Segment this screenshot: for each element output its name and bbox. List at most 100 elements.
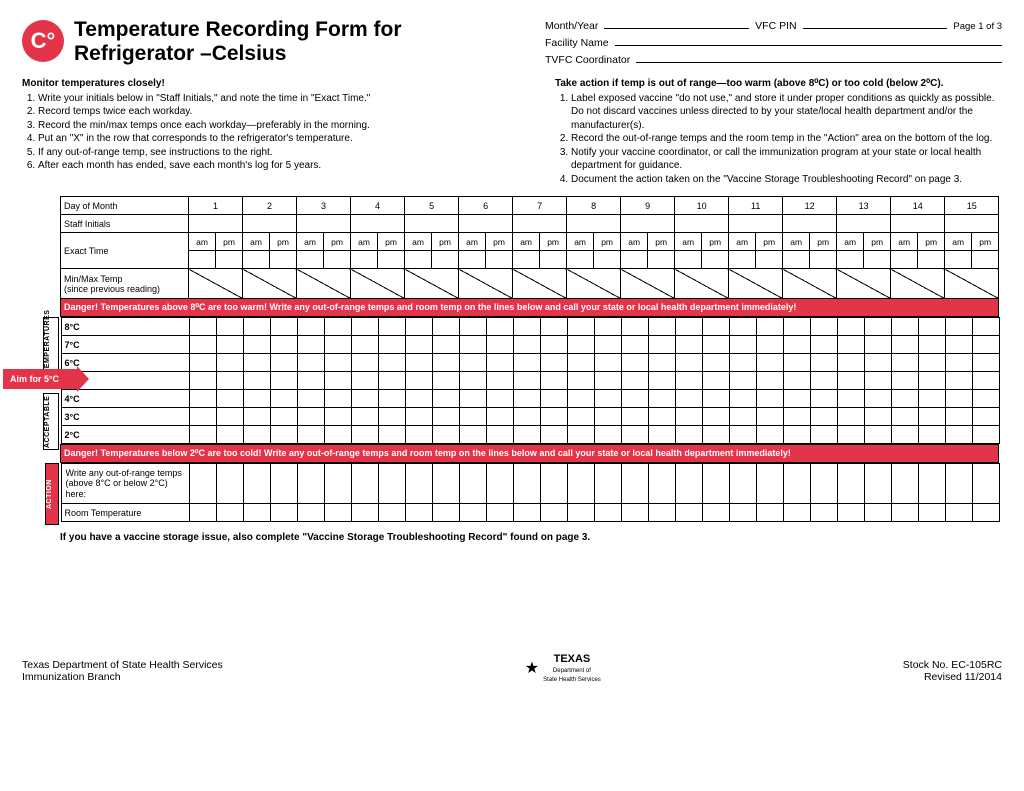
time-cell[interactable] bbox=[432, 251, 459, 269]
action-cell[interactable] bbox=[648, 464, 675, 504]
temp-cell[interactable] bbox=[621, 318, 648, 336]
room-temp-cell[interactable] bbox=[783, 504, 810, 522]
temp-cell[interactable] bbox=[675, 408, 702, 426]
temp-cell[interactable] bbox=[702, 372, 729, 390]
temp-cell[interactable] bbox=[756, 408, 783, 426]
temp-cell[interactable] bbox=[891, 354, 918, 372]
room-temp-cell[interactable] bbox=[756, 504, 783, 522]
room-temp-cell[interactable] bbox=[189, 504, 216, 522]
time-cell[interactable] bbox=[675, 251, 702, 269]
temp-cell[interactable] bbox=[189, 336, 216, 354]
temp-cell[interactable] bbox=[351, 426, 378, 444]
temp-cell[interactable] bbox=[405, 336, 432, 354]
temp-cell[interactable] bbox=[513, 426, 540, 444]
room-temp-cell[interactable] bbox=[594, 504, 621, 522]
temp-cell[interactable] bbox=[621, 426, 648, 444]
action-cell[interactable] bbox=[864, 464, 891, 504]
room-temp-cell[interactable] bbox=[243, 504, 270, 522]
temp-cell[interactable] bbox=[459, 336, 486, 354]
temp-cell[interactable] bbox=[297, 372, 324, 390]
time-cell[interactable] bbox=[567, 251, 594, 269]
temp-cell[interactable] bbox=[621, 354, 648, 372]
temp-cell[interactable] bbox=[756, 426, 783, 444]
temp-cell[interactable] bbox=[648, 372, 675, 390]
temp-cell[interactable] bbox=[216, 372, 243, 390]
temp-cell[interactable] bbox=[189, 408, 216, 426]
room-temp-cell[interactable] bbox=[675, 504, 702, 522]
time-cell[interactable] bbox=[405, 251, 432, 269]
minmax-cell[interactable] bbox=[405, 269, 459, 299]
temp-cell[interactable] bbox=[567, 426, 594, 444]
room-temp-cell[interactable] bbox=[945, 504, 972, 522]
temp-cell[interactable] bbox=[729, 354, 756, 372]
temp-cell[interactable] bbox=[189, 354, 216, 372]
temp-cell[interactable] bbox=[216, 390, 243, 408]
temp-cell[interactable] bbox=[918, 408, 945, 426]
temp-cell[interactable] bbox=[324, 354, 351, 372]
temp-cell[interactable] bbox=[297, 390, 324, 408]
temp-cell[interactable] bbox=[351, 372, 378, 390]
temp-cell[interactable] bbox=[432, 336, 459, 354]
temp-cell[interactable] bbox=[567, 336, 594, 354]
temp-cell[interactable] bbox=[270, 372, 297, 390]
time-cell[interactable] bbox=[594, 251, 621, 269]
temp-cell[interactable] bbox=[702, 318, 729, 336]
temp-cell[interactable] bbox=[513, 354, 540, 372]
temp-cell[interactable] bbox=[837, 390, 864, 408]
temp-cell[interactable] bbox=[405, 354, 432, 372]
temp-cell[interactable] bbox=[594, 408, 621, 426]
temp-cell[interactable] bbox=[729, 336, 756, 354]
room-temp-cell[interactable] bbox=[216, 504, 243, 522]
temp-cell[interactable] bbox=[351, 336, 378, 354]
room-temp-cell[interactable] bbox=[378, 504, 405, 522]
temp-cell[interactable] bbox=[729, 318, 756, 336]
temp-cell[interactable] bbox=[783, 318, 810, 336]
action-cell[interactable] bbox=[216, 464, 243, 504]
temp-cell[interactable] bbox=[243, 354, 270, 372]
temp-cell[interactable] bbox=[324, 336, 351, 354]
temp-cell[interactable] bbox=[783, 354, 810, 372]
temp-cell[interactable] bbox=[594, 372, 621, 390]
action-cell[interactable] bbox=[297, 464, 324, 504]
temp-cell[interactable] bbox=[540, 408, 567, 426]
time-cell[interactable] bbox=[891, 251, 918, 269]
temp-cell[interactable] bbox=[378, 390, 405, 408]
temp-cell[interactable] bbox=[972, 426, 999, 444]
action-cell[interactable] bbox=[270, 464, 297, 504]
time-cell[interactable] bbox=[810, 251, 837, 269]
temp-cell[interactable] bbox=[324, 408, 351, 426]
action-cell[interactable] bbox=[378, 464, 405, 504]
temp-cell[interactable] bbox=[540, 354, 567, 372]
initials-cell[interactable] bbox=[243, 215, 297, 233]
temp-cell[interactable] bbox=[837, 426, 864, 444]
temp-cell[interactable] bbox=[297, 318, 324, 336]
temp-cell[interactable] bbox=[297, 354, 324, 372]
time-cell[interactable] bbox=[351, 251, 378, 269]
action-cell[interactable] bbox=[567, 464, 594, 504]
temp-cell[interactable] bbox=[756, 372, 783, 390]
initials-cell[interactable] bbox=[567, 215, 621, 233]
room-temp-cell[interactable] bbox=[648, 504, 675, 522]
action-cell[interactable] bbox=[756, 464, 783, 504]
temp-cell[interactable] bbox=[702, 336, 729, 354]
temp-cell[interactable] bbox=[918, 372, 945, 390]
minmax-cell[interactable] bbox=[243, 269, 297, 299]
action-cell[interactable] bbox=[810, 464, 837, 504]
temp-cell[interactable] bbox=[891, 318, 918, 336]
initials-cell[interactable] bbox=[405, 215, 459, 233]
room-temp-cell[interactable] bbox=[918, 504, 945, 522]
temp-cell[interactable] bbox=[621, 372, 648, 390]
temp-cell[interactable] bbox=[837, 354, 864, 372]
time-cell[interactable] bbox=[729, 251, 756, 269]
room-temp-cell[interactable] bbox=[702, 504, 729, 522]
temp-cell[interactable] bbox=[972, 372, 999, 390]
temp-cell[interactable] bbox=[729, 390, 756, 408]
temp-cell[interactable] bbox=[675, 426, 702, 444]
temp-cell[interactable] bbox=[702, 354, 729, 372]
time-cell[interactable] bbox=[540, 251, 567, 269]
temp-cell[interactable] bbox=[432, 372, 459, 390]
minmax-cell[interactable] bbox=[297, 269, 351, 299]
minmax-cell[interactable] bbox=[621, 269, 675, 299]
room-temp-cell[interactable] bbox=[324, 504, 351, 522]
action-cell[interactable] bbox=[459, 464, 486, 504]
